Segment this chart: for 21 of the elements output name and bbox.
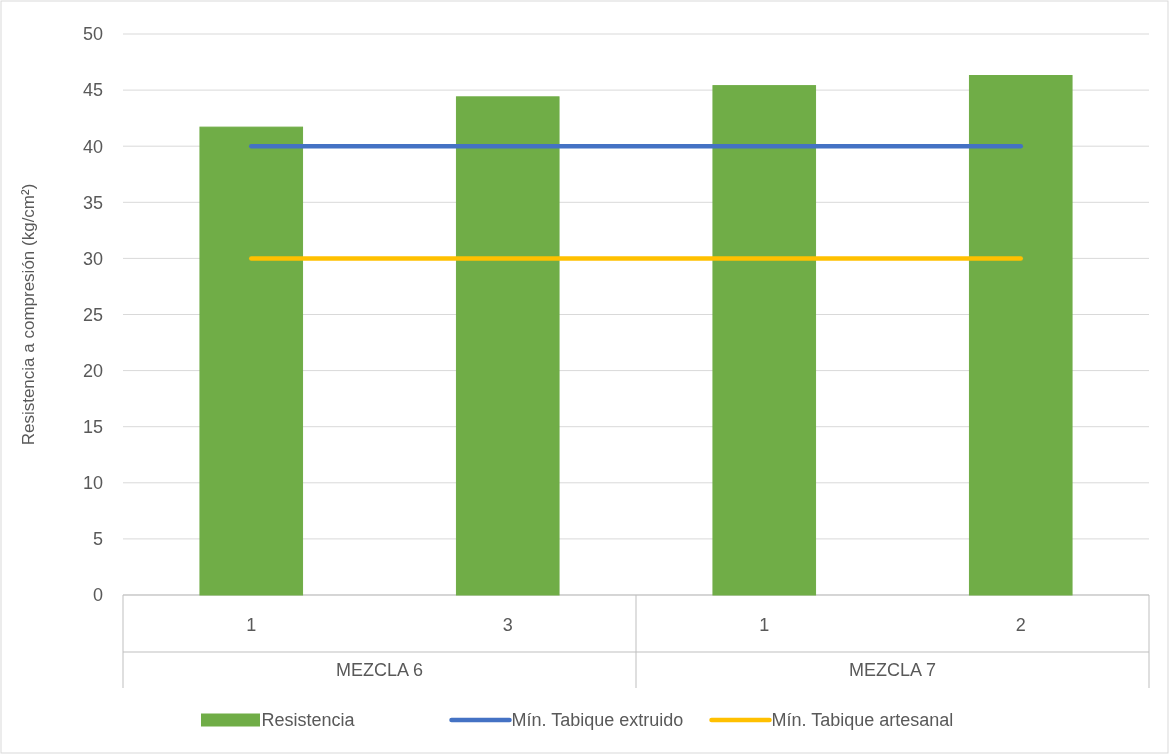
legend-label: Mín. Tabique artesanal [771, 710, 954, 731]
y-tick-label: 15 [82, 417, 103, 437]
y-tick-label: 25 [82, 304, 103, 325]
x-tick-label: 3 [502, 615, 513, 635]
y-axis-title: Resistencia a compresión (kg/cm²) [19, 183, 38, 446]
legend-label: Resistencia [261, 710, 356, 731]
x-tick-label: 1 [246, 615, 257, 635]
y-tick-label: 50 [82, 24, 103, 45]
y-tick-label: 45 [82, 80, 103, 101]
y-tick-label: 5 [92, 529, 103, 550]
text: MEZCLA 7 [848, 660, 937, 680]
x-tick-label: 1 [759, 615, 770, 635]
text: MEZCLA 6 [335, 660, 424, 680]
y-tick-label: 35 [82, 192, 103, 213]
legend-label: Mín. Tabique extruido [511, 710, 684, 731]
y-tick-label: 0 [92, 585, 103, 606]
y-tick-label: 20 [82, 360, 103, 381]
y-tick-label: 10 [82, 473, 103, 494]
x-tick-label: 2 [1015, 615, 1026, 635]
y-tick-label: 40 [82, 136, 103, 157]
y-tick-label: 30 [82, 248, 103, 269]
